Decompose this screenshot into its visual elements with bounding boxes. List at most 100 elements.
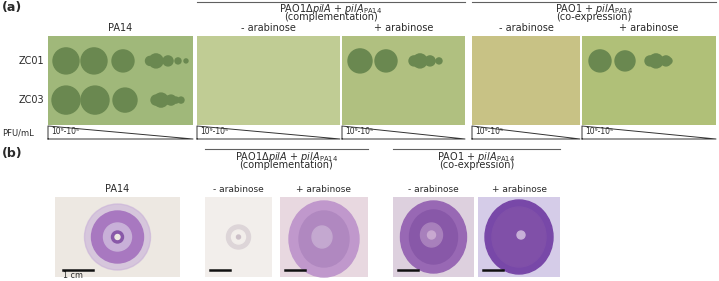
Bar [55, 197, 180, 277]
Circle shape [104, 223, 132, 251]
Circle shape [115, 235, 120, 239]
Text: ZC03: ZC03 [19, 95, 44, 105]
Circle shape [649, 54, 663, 68]
Circle shape [157, 58, 163, 64]
Circle shape [81, 86, 109, 114]
Text: - arabinose: - arabinose [408, 185, 459, 194]
Circle shape [409, 56, 419, 66]
Bar [582, 36, 716, 125]
Circle shape [429, 58, 435, 64]
Circle shape [168, 58, 173, 64]
Bar [342, 126, 465, 139]
Circle shape [232, 230, 245, 244]
Circle shape [645, 56, 655, 66]
Text: PAO1$\Delta$$\it{pilA}$ + $\it{pilA}$$_{\mathrm{PA14}}$: PAO1$\Delta$$\it{pilA}$ + $\it{pilA}$$_{… [235, 150, 338, 164]
Circle shape [53, 48, 79, 74]
Polygon shape [197, 126, 340, 139]
Bar [48, 36, 193, 125]
Bar [472, 36, 580, 125]
Ellipse shape [289, 201, 359, 277]
Text: 10⁹-10⁵: 10⁹-10⁵ [475, 127, 503, 136]
Circle shape [184, 59, 188, 63]
Bar [48, 126, 193, 139]
Bar [197, 126, 340, 139]
Circle shape [173, 97, 179, 103]
Text: PAO1$\Delta$$\it{pilA}$ + $\it{pilA}$$_{\mathrm{PA14}}$: PAO1$\Delta$$\it{pilA}$ + $\it{pilA}$$_{… [280, 2, 383, 16]
Circle shape [348, 49, 372, 73]
Text: (complementation): (complementation) [239, 160, 334, 170]
Text: + arabinose: + arabinose [296, 185, 352, 194]
Polygon shape [48, 126, 193, 139]
Circle shape [113, 88, 137, 112]
Text: PA14: PA14 [109, 23, 132, 33]
Text: PAO1 + $\it{pilA}$$_{\mathrm{PA14}}$: PAO1 + $\it{pilA}$$_{\mathrm{PA14}}$ [437, 150, 516, 164]
Text: - arabinose: - arabinose [213, 185, 264, 194]
Circle shape [413, 54, 427, 68]
Circle shape [375, 50, 397, 72]
Circle shape [666, 58, 672, 64]
Text: PAO1 + $\it{pilA}$$_{\mathrm{PA14}}$: PAO1 + $\it{pilA}$$_{\mathrm{PA14}}$ [555, 2, 633, 16]
Bar [472, 126, 580, 139]
Text: ZC01: ZC01 [19, 56, 44, 66]
Circle shape [425, 56, 435, 66]
Circle shape [656, 57, 664, 65]
Text: (co-expression): (co-expression) [439, 160, 514, 170]
Circle shape [91, 211, 144, 263]
Circle shape [162, 96, 170, 104]
Text: + arabinose: + arabinose [374, 23, 433, 33]
Text: 1 cm: 1 cm [63, 271, 83, 280]
Bar [582, 126, 716, 139]
Circle shape [661, 56, 671, 66]
Circle shape [517, 231, 525, 239]
Ellipse shape [492, 207, 546, 267]
Circle shape [175, 58, 181, 64]
Text: + arabinose: + arabinose [619, 23, 679, 33]
Bar [280, 197, 368, 277]
Bar [393, 197, 474, 277]
Circle shape [178, 97, 184, 103]
Circle shape [149, 54, 163, 68]
Text: 10⁹-10⁵: 10⁹-10⁵ [585, 127, 613, 136]
Text: PFU/mL: PFU/mL [2, 129, 34, 138]
Text: - arabinose: - arabinose [241, 23, 296, 33]
Text: 10⁹-10⁵: 10⁹-10⁵ [345, 127, 373, 136]
Ellipse shape [299, 211, 349, 267]
Ellipse shape [421, 223, 442, 247]
Text: + arabinose: + arabinose [492, 185, 546, 194]
Circle shape [163, 56, 173, 66]
Bar [478, 197, 560, 277]
Circle shape [226, 225, 250, 249]
Bar [205, 197, 272, 277]
Circle shape [154, 93, 168, 107]
Ellipse shape [312, 226, 332, 248]
Bar [342, 36, 465, 125]
Text: (a): (a) [2, 1, 22, 14]
Text: (complementation): (complementation) [284, 12, 378, 22]
Circle shape [112, 50, 134, 72]
Text: - arabinose: - arabinose [498, 23, 554, 33]
Circle shape [52, 86, 80, 114]
Circle shape [166, 95, 176, 105]
Polygon shape [472, 126, 580, 139]
Bar [197, 36, 340, 125]
Circle shape [85, 204, 150, 270]
Text: (b): (b) [2, 147, 22, 160]
Ellipse shape [410, 210, 457, 264]
Text: PA14: PA14 [106, 184, 129, 194]
Circle shape [145, 56, 155, 65]
Ellipse shape [400, 201, 467, 273]
Circle shape [111, 231, 124, 243]
Text: 10⁹-10⁵: 10⁹-10⁵ [200, 127, 228, 136]
Circle shape [237, 235, 240, 239]
Ellipse shape [485, 200, 553, 274]
Circle shape [151, 95, 161, 105]
Circle shape [420, 57, 428, 65]
Polygon shape [582, 126, 716, 139]
Polygon shape [342, 126, 465, 139]
Circle shape [428, 231, 436, 239]
Circle shape [81, 48, 107, 74]
Circle shape [615, 51, 635, 71]
Circle shape [436, 58, 442, 64]
Circle shape [589, 50, 611, 72]
Text: 10⁹-10⁵: 10⁹-10⁵ [51, 127, 79, 136]
